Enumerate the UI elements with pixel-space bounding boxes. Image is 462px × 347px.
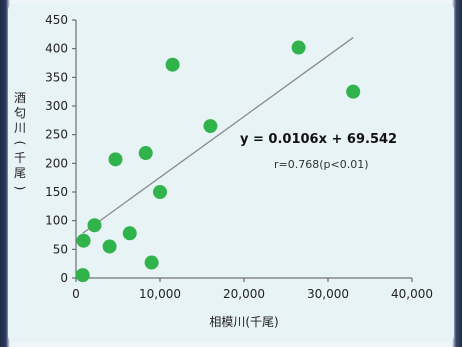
y-tick-label: 350 (45, 70, 68, 84)
y-axis-label: 酒匂川 ( 千尾) (13, 91, 27, 190)
data-point (203, 119, 218, 134)
y-tick-label: 150 (45, 185, 68, 199)
scatter-chart: 0 50 100 150 200 250 300 350 400 450 0 10,000 20,00… (13, 13, 433, 329)
data-points (75, 40, 361, 283)
x-tick-labels: 0 10,000 20,000 30,000 40,000 (72, 278, 433, 301)
data-point (102, 239, 117, 254)
y-axis-label-char: ( (13, 141, 27, 146)
x-tick-label: 0 (72, 287, 80, 301)
data-point (144, 255, 159, 270)
chart-panel: 0 50 100 150 200 250 300 350 400 450 0 10,000 20,00… (8, 4, 454, 342)
y-tick-label: 400 (45, 42, 68, 56)
x-tick-label: 30,000 (307, 287, 349, 301)
data-point (75, 268, 90, 283)
data-point (76, 233, 91, 248)
x-axis-label: 相模川(千尾) (209, 315, 278, 329)
data-point (346, 84, 361, 99)
x-tick-label: 40,000 (391, 287, 433, 301)
data-point (165, 57, 180, 72)
data-point (153, 185, 167, 199)
data-point (291, 40, 306, 55)
y-axis-label-char: 匂 (14, 106, 26, 120)
x-tick-label: 10,000 (139, 287, 181, 301)
y-tick-label: 100 (45, 214, 68, 228)
y-tick-label: 200 (45, 156, 68, 170)
data-point (108, 152, 123, 167)
y-axis-label-char: 川 (14, 121, 26, 135)
y-axis-label-char: 尾 (14, 166, 26, 180)
y-tick-label: 0 (60, 271, 68, 285)
regression-equation: y = 0.0106x + 69.542 (240, 132, 397, 147)
trend-line (82, 37, 354, 234)
y-axis-label-char: 千 (14, 151, 26, 165)
y-tick-label: 250 (45, 128, 68, 142)
y-tick-labels: 0 50 100 150 200 250 300 350 400 450 (45, 13, 76, 285)
data-point (122, 226, 137, 241)
data-point (87, 218, 102, 233)
y-tick-label: 50 (53, 242, 68, 256)
data-point (138, 146, 153, 161)
y-axis-label-char: ) (13, 186, 27, 191)
y-tick-label: 450 (45, 13, 68, 27)
y-axis-label-char: 酒 (14, 91, 26, 105)
x-tick-label: 20,000 (223, 287, 265, 301)
y-tick-label: 300 (45, 99, 68, 113)
correlation-value: r=0.768(p<0.01) (274, 158, 369, 171)
